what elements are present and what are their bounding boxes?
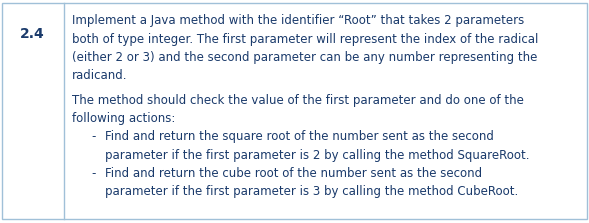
Text: following actions:: following actions: (72, 112, 176, 125)
Text: -: - (91, 130, 95, 143)
Text: Find and return the cube root of the number sent as the second: Find and return the cube root of the num… (105, 167, 482, 180)
Text: -: - (91, 167, 95, 180)
Text: radicand.: radicand. (72, 69, 127, 82)
Text: parameter if the first parameter is 3 by calling the method CubeRoot.: parameter if the first parameter is 3 by… (105, 185, 518, 198)
Text: both of type integer. The first parameter will represent the index of the radica: both of type integer. The first paramete… (72, 33, 538, 46)
Text: Find and return the square root of the number sent as the second: Find and return the square root of the n… (105, 130, 494, 143)
Text: Implement a Java method with the identifier “Root” that takes 2 parameters: Implement a Java method with the identif… (72, 14, 524, 27)
Text: The method should check the value of the first parameter and do one of the: The method should check the value of the… (72, 94, 524, 107)
Text: 2.4: 2.4 (20, 27, 45, 41)
Text: (either 2 or 3) and the second parameter can be any number representing the: (either 2 or 3) and the second parameter… (72, 51, 537, 64)
Text: parameter if the first parameter is 2 by calling the method SquareRoot.: parameter if the first parameter is 2 by… (105, 149, 530, 162)
